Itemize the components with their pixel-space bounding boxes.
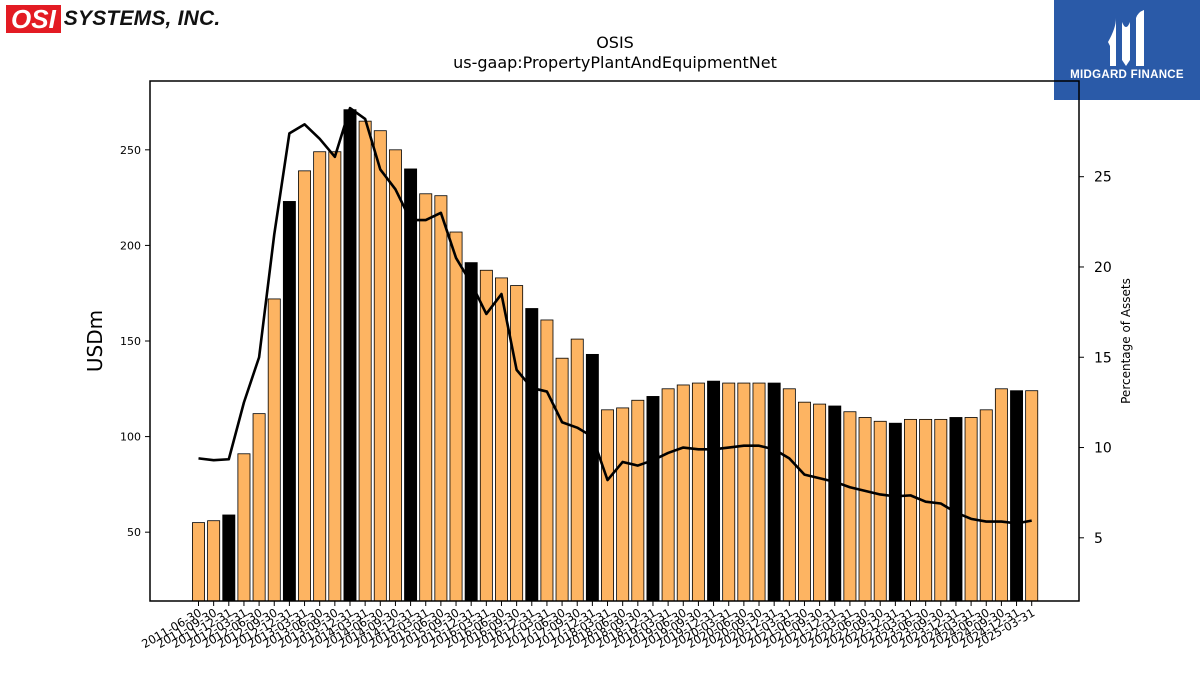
bar xyxy=(328,151,342,602)
bar xyxy=(843,411,857,602)
y-tick-label: 200 xyxy=(120,239,141,252)
bar xyxy=(404,168,418,602)
x-axis: 2011-06-302011-09-302011-12-312012-03-31… xyxy=(139,601,1037,651)
chart-title: OSIS xyxy=(596,33,634,52)
bar xyxy=(282,201,296,602)
bar xyxy=(661,388,675,602)
bar xyxy=(479,269,493,602)
bar xyxy=(737,382,751,602)
y-tick-label: 50 xyxy=(127,526,141,539)
bar xyxy=(419,193,433,602)
bar xyxy=(646,396,660,602)
bar xyxy=(1010,390,1024,602)
bar xyxy=(828,405,842,602)
bar xyxy=(555,357,569,602)
bar xyxy=(252,413,266,602)
bar xyxy=(388,149,402,602)
bar xyxy=(267,298,281,602)
bar xyxy=(298,170,312,602)
bar xyxy=(752,382,766,602)
bar xyxy=(495,277,508,602)
bar xyxy=(798,401,811,602)
midgard-logo-text: MIDGARD FINANCE xyxy=(1070,69,1184,81)
bar xyxy=(540,319,554,602)
bar xyxy=(707,380,721,602)
y2-tick-label: 5 xyxy=(1094,531,1103,547)
bar xyxy=(964,417,978,602)
bar xyxy=(207,520,221,602)
bar xyxy=(601,409,614,602)
bar xyxy=(343,109,357,602)
y2-axis-label: Percentage of Assets xyxy=(1119,278,1133,404)
bar xyxy=(631,399,645,602)
line-group xyxy=(198,106,1032,525)
y-tick-label: 150 xyxy=(120,335,141,348)
y-axis-label: USDm xyxy=(83,310,107,372)
bar xyxy=(813,403,827,602)
bar xyxy=(994,388,1008,602)
bar xyxy=(616,407,630,602)
bar xyxy=(434,195,448,602)
y2-tick-label: 25 xyxy=(1094,170,1112,186)
y2-tick-label: 20 xyxy=(1094,260,1112,276)
bar xyxy=(676,384,690,602)
midgard-mark-icon xyxy=(1108,10,1144,66)
bar xyxy=(691,382,705,602)
y-axis-left: 50 100 150 200 250 xyxy=(120,144,150,539)
bar xyxy=(979,409,993,602)
bar xyxy=(919,418,933,602)
bar xyxy=(570,338,584,602)
bar xyxy=(904,418,917,602)
chart-subtitle: us-gaap:PropertyPlantAndEquipmentNet xyxy=(453,53,777,72)
bar xyxy=(358,120,372,602)
bar xyxy=(767,382,781,602)
y2-tick-label: 15 xyxy=(1094,350,1112,366)
y-axis-right: 5 10 15 20 25 xyxy=(1079,170,1112,547)
osi-logo-mark: OSI xyxy=(6,5,61,33)
bar xyxy=(525,308,539,602)
bar xyxy=(873,420,887,602)
bar xyxy=(192,522,205,602)
osi-systems-logo: OSI SYSTEMS, INC. xyxy=(6,4,220,34)
y2-tick-label: 10 xyxy=(1094,441,1112,457)
line-series xyxy=(198,106,1032,525)
y-tick-label: 250 xyxy=(120,144,141,157)
bar xyxy=(313,151,327,602)
bar xyxy=(373,130,387,602)
bar xyxy=(585,353,599,602)
bar xyxy=(888,422,902,602)
bar xyxy=(1025,390,1039,602)
osi-logo-text: SYSTEMS, INC. xyxy=(63,7,221,30)
bar xyxy=(782,388,796,602)
bars-group xyxy=(192,109,1039,602)
y-tick-label: 100 xyxy=(120,431,141,444)
bar xyxy=(722,382,736,602)
bar xyxy=(464,262,478,602)
bar xyxy=(510,285,524,602)
bar xyxy=(934,418,948,602)
bar xyxy=(237,453,251,602)
bar xyxy=(449,231,463,602)
bar xyxy=(858,417,872,602)
bar xyxy=(222,514,236,602)
